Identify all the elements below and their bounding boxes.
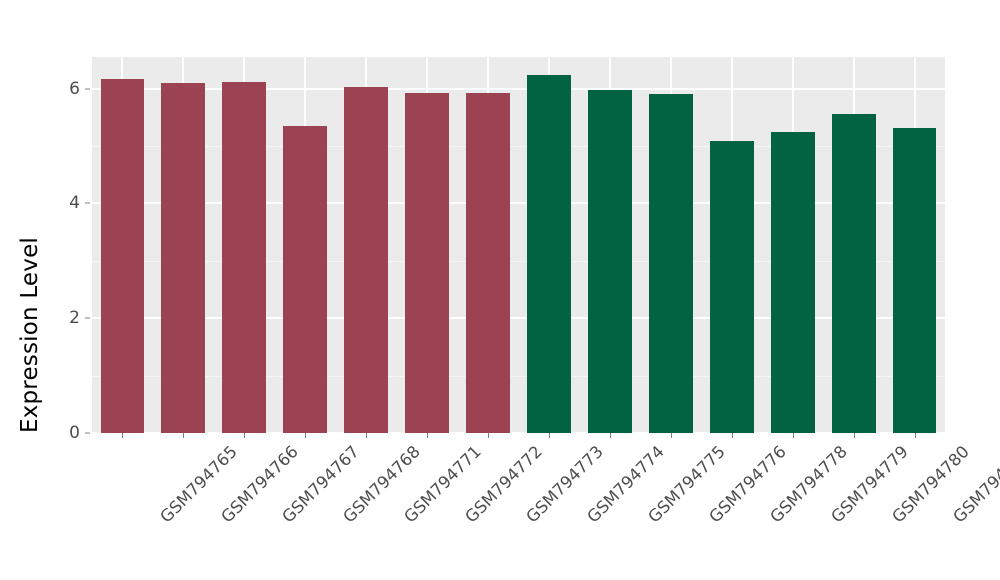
x-axis-tick-label: GSM794772	[461, 442, 547, 527]
x-axis-tick-label: GSM794768	[339, 442, 425, 527]
y-axis-tick-mark	[85, 202, 90, 204]
bar	[892, 128, 937, 433]
y-axis-title-text: Expression Level	[17, 236, 43, 434]
bar	[831, 114, 876, 433]
bar	[344, 87, 389, 433]
x-axis-tick-mark	[427, 433, 429, 438]
x-axis-tick-mark	[914, 433, 916, 438]
gridline-major-horizontal	[92, 202, 945, 205]
bar	[466, 92, 510, 433]
y-axis-tick-label: 2	[69, 308, 80, 329]
bar	[648, 93, 693, 433]
x-axis-tick-label: GSM794775	[644, 442, 729, 527]
x-axis-tick-mark	[305, 433, 307, 438]
x-axis-tick-label: GSM794767	[278, 442, 364, 527]
x-axis-tick-label: GSM794765	[156, 442, 242, 527]
bar	[770, 131, 815, 433]
bar	[587, 89, 632, 433]
y-axis-tick-label: 6	[69, 78, 80, 99]
x-axis-tick-label: GSM794776	[705, 442, 790, 527]
x-axis-tick-mark	[853, 433, 855, 438]
x-axis-tick-label: GSM794773	[522, 442, 607, 527]
x-axis-tick-mark	[488, 433, 490, 438]
x-axis-tick-mark	[792, 433, 794, 438]
gridline-major-horizontal	[92, 87, 945, 90]
x-axis-tick-label: GSM794779	[827, 442, 912, 527]
x-axis-tick-mark	[731, 433, 733, 438]
y-axis-tick-mark	[85, 432, 90, 434]
x-axis-tick-label: GSM794771	[400, 442, 486, 527]
bar	[222, 82, 267, 433]
gridline-major-horizontal	[92, 432, 945, 433]
bar	[161, 83, 206, 433]
bar	[283, 126, 328, 433]
gridline-minor-horizontal	[92, 375, 945, 377]
y-axis-tick-mark	[85, 88, 90, 90]
x-axis-tick-mark	[122, 433, 124, 438]
y-axis-title: Expression Level	[0, 0, 60, 580]
x-axis-tick-mark	[609, 433, 611, 438]
x-axis-tick-label: GSM794778	[766, 442, 851, 527]
x-axis-tick-mark	[244, 433, 246, 438]
y-axis-tick-label: 0	[69, 423, 80, 443]
x-axis-tick-label: GSM794780	[888, 442, 973, 527]
plot-panel	[92, 57, 945, 433]
bar	[405, 92, 450, 433]
x-axis-tick-mark	[183, 433, 185, 438]
x-axis-tick-marks	[92, 433, 945, 439]
x-axis-tick-mark	[548, 433, 550, 438]
x-axis-tick-mark	[670, 433, 672, 438]
y-axis-tick-mark	[85, 317, 90, 319]
x-axis-tick-label: GSM794774	[583, 442, 668, 527]
bar	[100, 78, 145, 433]
x-axis-tick-mark	[366, 433, 368, 438]
gridline-minor-horizontal	[92, 145, 945, 147]
y-axis-tick-marks	[85, 0, 92, 580]
bar	[527, 74, 571, 433]
gridline-minor-horizontal	[92, 260, 945, 262]
gridline-major-horizontal	[92, 317, 945, 320]
x-axis-tick-label: GSM794782	[948, 442, 1000, 527]
y-axis-tick-labels: 0 2 4 6	[58, 0, 80, 580]
x-axis-tick-label: GSM794766	[217, 442, 303, 527]
bar	[709, 141, 754, 433]
y-axis-tick-label: 4	[69, 193, 80, 214]
